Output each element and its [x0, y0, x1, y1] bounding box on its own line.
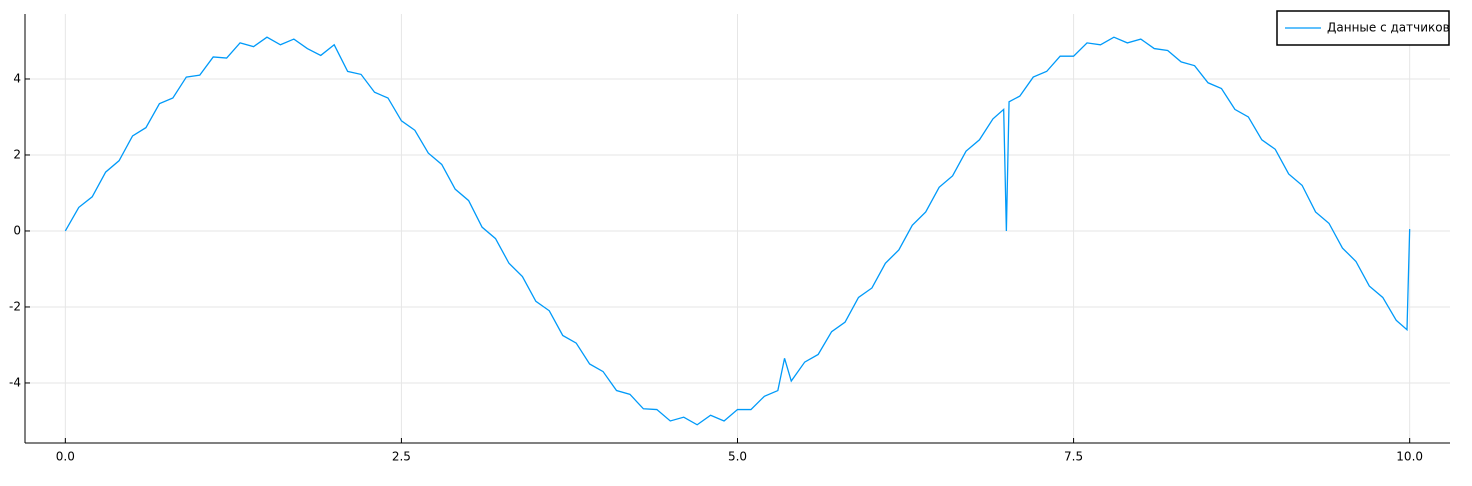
y-tick-label: -4	[9, 375, 21, 389]
y-tick-label: 0	[13, 223, 21, 237]
x-tick-label: 0.0	[56, 450, 75, 464]
y-tick-label: 4	[13, 71, 21, 85]
x-tick-label: 7.5	[1064, 450, 1083, 464]
y-tick-label: 2	[13, 147, 21, 161]
legend-label: Данные с датчиков	[1327, 21, 1450, 35]
x-tick-label: 10.0	[1396, 450, 1423, 464]
x-tick-label: 5.0	[728, 450, 747, 464]
data-line	[64, 36, 1411, 426]
x-tick-label: 2.5	[392, 450, 411, 464]
y-tick-label: -2	[9, 299, 21, 313]
